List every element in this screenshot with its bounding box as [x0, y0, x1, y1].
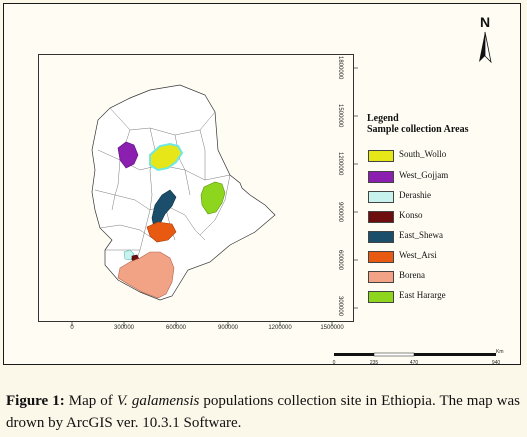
- x-tick-label: 900000: [217, 325, 239, 331]
- legend-swatch: [368, 291, 394, 303]
- y-tick-label: 1200000: [337, 152, 343, 176]
- x-tick-label: 600000: [165, 325, 187, 331]
- legend-swatch: [368, 211, 394, 223]
- caption-text: Map of: [64, 393, 117, 409]
- scale-unit: Km: [496, 349, 504, 355]
- legend-title: Legend: [367, 113, 399, 124]
- map-data-frame: [38, 54, 354, 322]
- legend-swatch: [368, 171, 394, 183]
- legend-label: Konso: [399, 210, 423, 220]
- scale-tick-label: 940: [491, 360, 501, 366]
- legend-swatch: [368, 191, 394, 203]
- x-tick-label: 300000: [113, 325, 135, 331]
- figure-caption: Figure 1: Map of V. galamensis populatio…: [6, 390, 520, 434]
- region-borena: [117, 251, 175, 299]
- legend-subtitle: Sample collection Areas: [367, 124, 469, 135]
- x-tick-label: 1500000: [320, 325, 344, 331]
- legend-label: East_Shewa: [399, 230, 443, 240]
- legend-label: South_Wollo: [399, 149, 447, 159]
- y-tick-label: 1800000: [337, 56, 343, 80]
- x-tick-label: 0: [70, 325, 74, 331]
- legend-label: West_Gojjam: [399, 170, 449, 180]
- ethiopia-outline: [91, 84, 276, 301]
- scale-tick-label: 470: [409, 360, 419, 366]
- scale-bar: [334, 352, 496, 357]
- y-tick-label: 900000: [337, 202, 343, 223]
- legend-label: Borena: [399, 270, 425, 280]
- axis-ticks: [71, 67, 358, 326]
- legend-label: West_Arsi: [399, 250, 437, 260]
- region-west-gojjam: [117, 141, 139, 169]
- y-tick-label: 1500000: [337, 104, 343, 128]
- scale-tick-label: 235: [369, 360, 379, 366]
- legend-label: East Hararge: [399, 290, 446, 300]
- caption-label: Figure 1:: [6, 393, 65, 409]
- legend-swatch: [368, 150, 394, 162]
- region-east-shewa: [151, 189, 177, 229]
- region-west-arsi: [146, 221, 177, 243]
- north-label: N: [480, 14, 491, 30]
- region-east-hararge: [200, 181, 226, 215]
- north-arrow-icon: [479, 31, 492, 64]
- region-south-wollo: [149, 142, 184, 172]
- y-tick-label: 600000: [337, 250, 343, 271]
- legend-label: Derashie: [399, 190, 431, 200]
- caption-species: V. galamensis: [116, 393, 200, 409]
- legend-swatch: [368, 251, 394, 263]
- y-tick-label: 300000: [337, 296, 343, 317]
- map-frame: [3, 3, 521, 365]
- scale-tick-label: 0: [332, 360, 336, 366]
- legend-swatch: [368, 271, 394, 283]
- x-tick-label: 1200000: [268, 325, 292, 331]
- legend-swatch: [368, 231, 394, 243]
- caption-text: populations collection site in Ethiopia.…: [6, 393, 520, 431]
